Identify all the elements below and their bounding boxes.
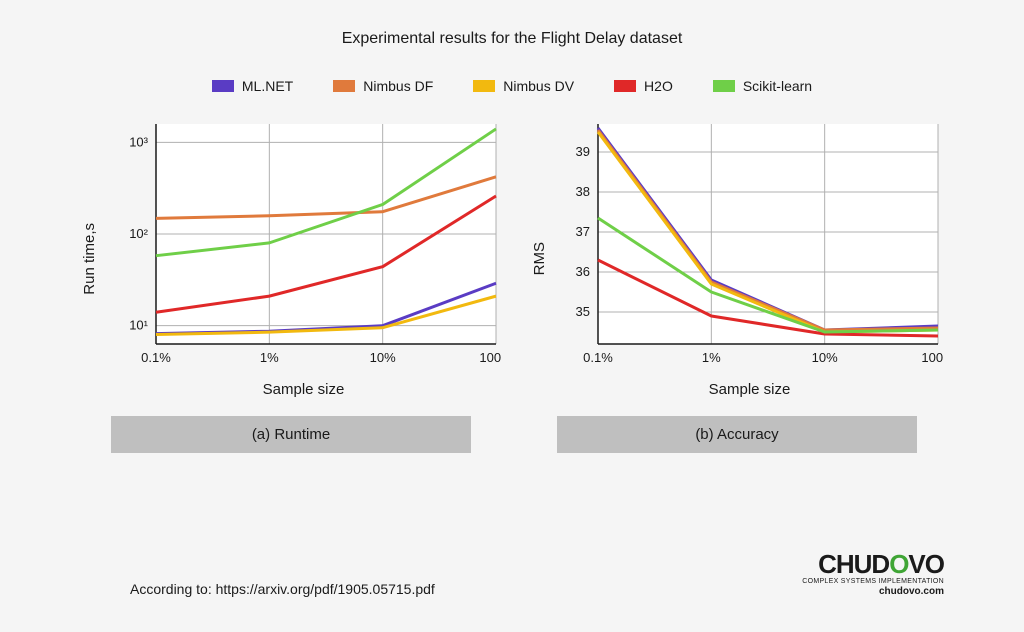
logo-main: CHUDOVO <box>802 553 944 576</box>
legend-label: Scikit-learn <box>743 78 812 94</box>
legend-item: H2O <box>614 78 673 94</box>
svg-text:100%: 100% <box>921 350 943 365</box>
charts-row: Run time,s 10¹ 10² 10³ 0.1% 1% 10% 100% Sample… <box>0 119 1024 453</box>
svg-text:1%: 1% <box>260 350 279 365</box>
runtime-xlabel: Sample size <box>106 381 501 398</box>
legend-swatch <box>212 80 234 92</box>
svg-text:0.1%: 0.1% <box>141 350 171 365</box>
logo-url: chudovo.com <box>802 586 944 597</box>
svg-text:36: 36 <box>576 264 590 279</box>
svg-text:10%: 10% <box>812 350 838 365</box>
footer: According to: https://arxiv.org/pdf/1905… <box>0 553 1024 597</box>
logo-main-post: VO <box>908 549 944 579</box>
svg-text:1%: 1% <box>702 350 721 365</box>
logo: CHUDOVO COMPLEX SYSTEMS IMPLEMENTATION c… <box>802 553 944 597</box>
accuracy-caption: (b) Accuracy <box>557 416 917 453</box>
legend-swatch <box>473 80 495 92</box>
legend-item: ML.NET <box>212 78 293 94</box>
accuracy-ylabel: RMS <box>531 242 548 275</box>
svg-text:37: 37 <box>576 224 590 239</box>
logo-main-accent: O <box>889 549 908 579</box>
legend-swatch <box>333 80 355 92</box>
runtime-ylabel: Run time,s <box>81 223 98 295</box>
svg-text:10¹: 10¹ <box>129 318 148 333</box>
accuracy-xlabel: Sample size <box>556 381 943 398</box>
runtime-caption: (a) Runtime <box>111 416 471 453</box>
legend-item: Scikit-learn <box>713 78 812 94</box>
page-title: Experimental results for the Flight Dela… <box>0 0 1024 48</box>
source-text: According to: https://arxiv.org/pdf/1905… <box>130 581 435 597</box>
legend-label: Nimbus DV <box>503 78 574 94</box>
accuracy-chart-block: RMS 35363738390.1%1%10%100% Sample size … <box>531 119 943 453</box>
legend-item: Nimbus DF <box>333 78 433 94</box>
logo-sub: COMPLEX SYSTEMS IMPLEMENTATION <box>802 578 944 585</box>
svg-text:10²: 10² <box>129 226 148 241</box>
legend-label: H2O <box>644 78 673 94</box>
legend-item: Nimbus DV <box>473 78 574 94</box>
svg-text:10%: 10% <box>370 350 396 365</box>
logo-main-pre: CHUD <box>818 549 889 579</box>
svg-text:35: 35 <box>576 304 590 319</box>
svg-text:39: 39 <box>576 144 590 159</box>
legend-swatch <box>614 80 636 92</box>
legend-label: ML.NET <box>242 78 293 94</box>
svg-text:38: 38 <box>576 184 590 199</box>
accuracy-plot: 35 36 37 38 39 0.1% 1% 10% 100% <box>556 119 943 369</box>
legend-swatch <box>713 80 735 92</box>
runtime-plot: 10¹ 10² 10³ 0.1% 1% 10% 100% <box>106 119 501 369</box>
svg-text:100%: 100% <box>479 350 501 365</box>
legend-label: Nimbus DF <box>363 78 433 94</box>
svg-text:10³: 10³ <box>129 134 148 149</box>
runtime-chart-block: Run time,s 10¹ 10² 10³ 0.1% 1% 10% 100% Sample… <box>81 119 501 453</box>
legend: ML.NET Nimbus DF Nimbus DV H2O Scikit-learn <box>0 78 1024 94</box>
svg-text:0.1%: 0.1% <box>583 350 613 365</box>
